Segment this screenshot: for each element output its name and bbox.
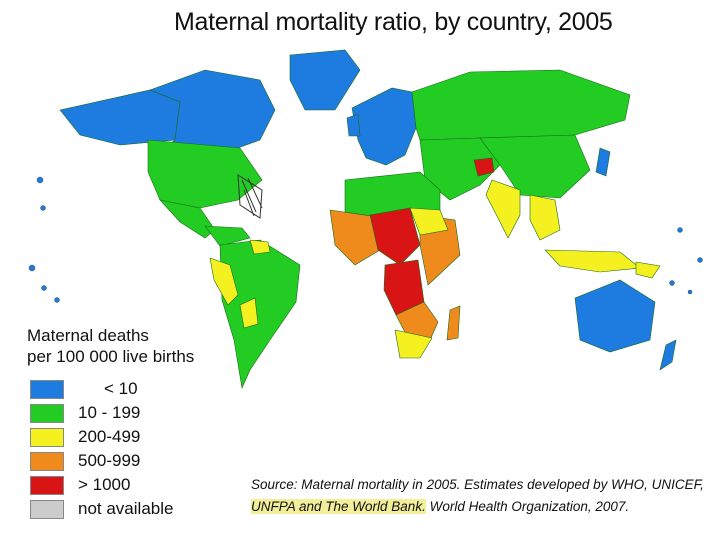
legend-label: < 10 (104, 379, 138, 398)
legend-label: > 1000 (78, 475, 131, 494)
region-afghanistan (473, 157, 495, 177)
legend-label: 200-499 (78, 427, 141, 446)
region-guyana (249, 239, 271, 255)
region-china (479, 134, 591, 199)
region-png (635, 261, 661, 279)
legend-label: not available (78, 499, 174, 518)
region-australia (574, 279, 656, 353)
region-central-africa (369, 207, 421, 266)
region-sudan (409, 207, 449, 236)
region-bolivia (239, 297, 259, 329)
region-indonesia (544, 249, 641, 273)
legend-item: 500-999 (30, 451, 230, 472)
caribbean-hatch (237, 174, 263, 219)
legend-item: 200-499 (30, 427, 230, 448)
legend-item: > 1000 (30, 475, 230, 496)
source-rest: World Health Organization, 2007. (425, 499, 630, 514)
map-title: Maternal mortality ratio, by country, 20… (174, 8, 613, 36)
region-south-africa (394, 329, 433, 359)
legend-swatch (30, 500, 64, 519)
legend-title: Maternal deaths per 100 000 live births (27, 325, 194, 367)
source-line2: UNFPA and The World Bank. World Health O… (251, 496, 704, 518)
source-highlight: UNFPA and The World Bank. (251, 499, 426, 514)
legend-label: 10 - 199 (78, 403, 141, 422)
source-note: Source: Maternal mortality in 2005. Esti… (251, 474, 704, 518)
legend-swatch (30, 380, 64, 399)
region-new-zealand (659, 339, 677, 371)
region-alaska (59, 89, 181, 146)
region-se-asia (529, 194, 561, 241)
region-caribbean (204, 225, 251, 247)
legend-item: 10 - 199 (30, 403, 230, 424)
region-india (485, 179, 521, 239)
legend-item: not available (30, 499, 230, 520)
region-madagascar (446, 305, 461, 341)
legend-swatch (30, 476, 64, 495)
region-south-america (219, 239, 301, 390)
source-line1: Source: Maternal mortality in 2005. Esti… (251, 477, 704, 492)
region-greenland (289, 49, 361, 111)
legend-label: 500-999 (78, 451, 141, 470)
world-map (28, 49, 703, 390)
region-peru (209, 257, 239, 306)
region-usa (147, 139, 263, 209)
region-mexico (159, 199, 216, 239)
region-russia (411, 69, 631, 141)
legend-swatch (30, 428, 64, 447)
region-uk (346, 113, 361, 137)
region-europe (351, 87, 417, 166)
legend-swatch (30, 404, 64, 423)
legend-item: < 10 (30, 379, 230, 400)
legend-title-line1: Maternal deaths (27, 326, 149, 345)
region-japan (595, 147, 611, 177)
legend-swatch (30, 452, 64, 471)
legend-title-line2: per 100 000 live births (27, 347, 195, 366)
